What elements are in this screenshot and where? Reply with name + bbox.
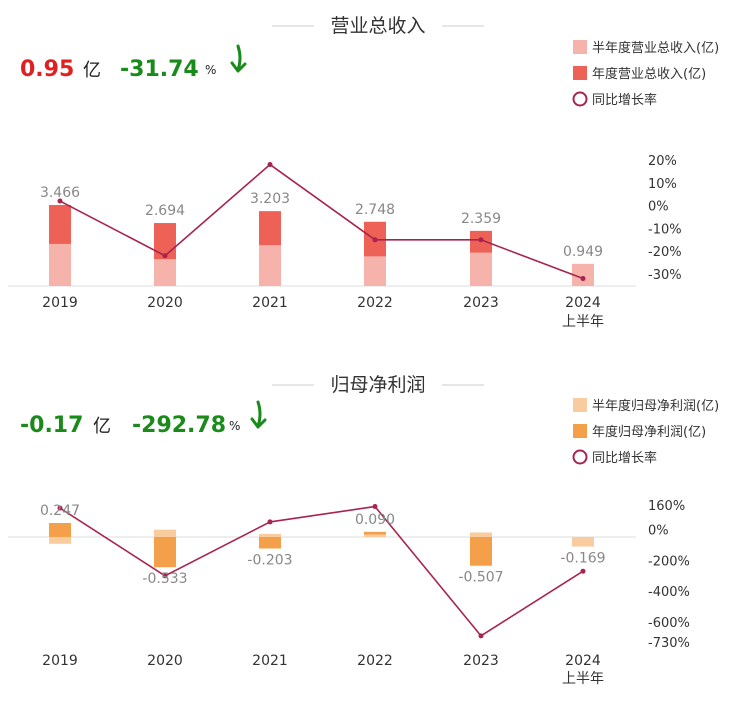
bar-annual-2020 [154,537,176,568]
growth-rate-point-2020 [162,253,168,259]
legend-label-2: 年度归母净利润(亿) [592,424,706,440]
bar-half-2019 [49,243,71,286]
x-tick-label: 2022 [357,295,393,311]
growth-rate-point-2024 [580,276,586,282]
x-tick-label: 2023 [463,653,499,669]
legend-label-2: 年度营业总收入(亿) [592,66,706,82]
bar-annual-2023 [470,537,492,566]
y2-tick-label: -400% [648,585,690,600]
y2-tick-label: 10% [648,177,677,192]
growth-rate-point-2021 [267,519,273,525]
growth-rate-point-2020 [162,573,168,579]
growth-rate-point-2023 [478,633,484,639]
data-label-2022: 0.090 [355,512,395,528]
x-tick-label: 2021 [252,295,288,311]
y2-tick-label: 0% [648,200,669,215]
data-label-2020: -0.533 [142,571,187,587]
headline-value: 0.95 [20,57,74,82]
growth-rate-line [59,163,584,280]
bar-annual-2021 [259,537,281,549]
y2-tick-label: -600% [648,616,690,631]
chart-title: 营业总收入 [330,15,425,37]
data-label-2019: 0.247 [40,503,80,519]
legend-label-1: 半年度归母净利润(亿) [592,398,719,414]
data-label-2023: 2.359 [461,211,501,227]
legend-line-marker [572,91,588,107]
y2-tick-label: -30% [648,268,682,283]
bar-half-2023 [470,532,492,537]
x-tick-label: 2023 [463,295,499,311]
headline-unit: 亿 [93,416,111,437]
bar-half-2021 [259,533,281,537]
data-label-2022: 2.748 [355,202,395,218]
bar-half-2019 [49,537,71,544]
headline-change: -292.78 [132,413,226,438]
down-arrow-icon [230,44,247,73]
legend-label-3: 同比增长率 [592,450,657,466]
growth-rate-line [59,505,584,637]
legend-swatch-1 [573,398,587,412]
x-tick-label: 2020 [147,653,183,669]
y2-tick-label: 20% [648,154,677,169]
x-tick-sublabel: 上半年 [562,671,604,687]
data-label-2024: 0.949 [563,244,603,260]
y2-tick-label: -10% [648,222,682,237]
chart-title: 归母净利润 [330,374,425,396]
y2-tick-label: -730% [648,636,690,651]
growth-rate-point-2022 [372,504,378,510]
x-tick-label: 2020 [147,295,183,311]
headline-change-unit: % [229,419,240,433]
legend-swatch-2 [573,424,587,438]
x-tick-label: 2021 [252,653,288,669]
headline-change-unit: % [205,63,216,77]
growth-rate-point-2019 [57,505,63,511]
y2-tick-label: 0% [648,524,669,539]
growth-rate-point-2023 [478,237,484,243]
data-label-2021: 3.203 [250,191,290,207]
chart-panel-2: 归母净利润 -0.17 亿 -292.78 % 半年度归母净利润(亿) 年度归母净利润(亿)… [8,374,719,687]
headline-unit: 亿 [83,60,101,81]
data-label-2021: -0.203 [247,553,292,569]
growth-rate-point-2021 [267,162,273,168]
x-tick-label: 2019 [42,653,78,669]
bar-half-2024 [572,537,594,547]
legend-line-marker [572,449,588,465]
x-tick-label: 2019 [42,295,78,311]
y2-tick-label: -20% [648,245,682,260]
y2-tick-label: -200% [648,554,690,569]
data-label-2023: -0.507 [458,570,503,586]
growth-rate-point-2019 [57,198,63,204]
data-label-2020: 2.694 [145,203,185,219]
bar-half-2022 [364,534,386,537]
bar-half-2020 [154,529,176,537]
bar-half-2021 [259,245,281,286]
headline-change: -31.74 [120,57,199,82]
headline-value: -0.17 [20,413,83,438]
bar-annual-2019 [49,523,71,537]
growth-rate-point-2022 [372,237,378,243]
legend-swatch-2 [573,66,587,80]
down-arrow-icon [250,400,267,429]
bar-half-2020 [154,259,176,286]
legend-label-1: 半年度营业总收入(亿) [592,40,719,56]
chart-panel-1: 营业总收入 0.95 亿 -31.74 % 半年度营业总收入(亿) 年度营业总收入(亿) 同比… [8,15,719,330]
bar-half-2024 [572,263,594,286]
x-tick-label: 2024 [565,653,601,669]
data-label-2019: 3.466 [40,185,80,201]
legend-swatch-1 [573,40,587,54]
bar-half-2022 [364,256,386,286]
x-tick-label: 2022 [357,653,393,669]
x-tick-label: 2024 [565,295,601,311]
data-label-2024: -0.169 [560,551,605,567]
bar-half-2023 [470,252,492,286]
x-tick-sublabel: 上半年 [562,314,604,330]
growth-rate-point-2024 [580,568,586,574]
legend-label-3: 同比增长率 [592,92,657,108]
y2-tick-label: 160% [648,499,685,514]
